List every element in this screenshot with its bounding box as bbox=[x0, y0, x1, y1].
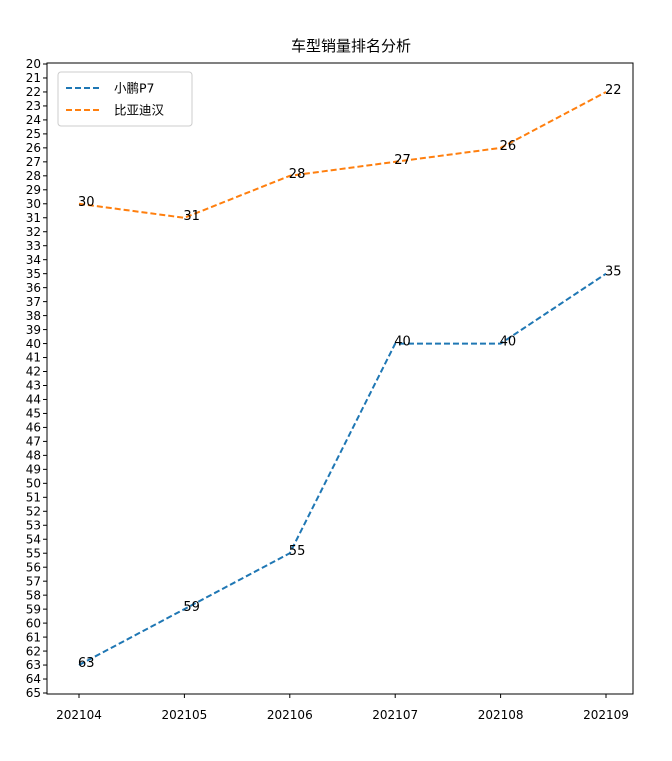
y-tick-label: 52 bbox=[26, 504, 41, 518]
y-tick-label: 49 bbox=[26, 463, 41, 477]
y-tick-label: 42 bbox=[26, 365, 41, 379]
y-tick-label: 30 bbox=[26, 197, 41, 211]
y-tick-label: 61 bbox=[26, 630, 41, 644]
y-tick-label: 57 bbox=[26, 574, 41, 588]
y-tick-label: 58 bbox=[26, 588, 41, 602]
data-label: 27 bbox=[394, 153, 411, 168]
legend: 小鹏P7 比亚迪汉 bbox=[57, 71, 193, 127]
y-tick-label: 62 bbox=[26, 644, 41, 658]
y-tick-label: 38 bbox=[26, 309, 41, 323]
x-tick-label: 202106 bbox=[267, 708, 313, 722]
y-tick-label: 55 bbox=[26, 546, 41, 560]
y-tick-label: 64 bbox=[26, 672, 41, 686]
y-tick-label: 36 bbox=[26, 281, 41, 295]
y-tick-label: 29 bbox=[26, 183, 41, 197]
y-tick-label: 23 bbox=[26, 99, 41, 113]
y-tick-label: 27 bbox=[26, 155, 41, 169]
y-tick-label: 63 bbox=[26, 658, 41, 672]
y-tick-label: 59 bbox=[26, 602, 41, 616]
data-label: 40 bbox=[500, 335, 517, 350]
y-tick-label: 31 bbox=[26, 211, 41, 225]
y-tick-label: 53 bbox=[26, 518, 41, 532]
y-tick-label: 56 bbox=[26, 560, 41, 574]
data-label: 40 bbox=[394, 335, 411, 350]
y-tick-label: 28 bbox=[26, 169, 41, 183]
y-tick-label: 40 bbox=[26, 337, 41, 351]
legend-box bbox=[57, 71, 193, 127]
series-line bbox=[78, 91, 607, 219]
x-tick-label: 202107 bbox=[372, 708, 418, 722]
x-tick-label: 202105 bbox=[161, 708, 207, 722]
series-2: 30 31 28 27 26 22 bbox=[78, 83, 622, 224]
y-tick-label: 54 bbox=[26, 532, 41, 546]
y-tick-label: 60 bbox=[26, 616, 41, 630]
y-tick-label: 47 bbox=[26, 435, 41, 449]
data-label: 35 bbox=[605, 265, 622, 280]
y-tick-label: 21 bbox=[26, 71, 41, 85]
y-tick-label: 24 bbox=[26, 113, 41, 127]
y-tick-label: 35 bbox=[26, 267, 41, 281]
data-label: 31 bbox=[183, 209, 200, 224]
y-tick-label: 43 bbox=[26, 379, 41, 393]
y-axis: 2021222324252627282930313233343536373839… bbox=[26, 57, 47, 700]
data-label: 22 bbox=[605, 83, 622, 98]
y-tick-label: 32 bbox=[26, 225, 41, 239]
y-tick-label: 51 bbox=[26, 491, 41, 505]
x-tick-label: 202108 bbox=[478, 708, 524, 722]
y-tick-label: 48 bbox=[26, 449, 41, 463]
y-tick-label: 26 bbox=[26, 141, 41, 155]
y-tick-label: 22 bbox=[26, 85, 41, 99]
y-tick-label: 65 bbox=[26, 686, 41, 700]
data-label: 59 bbox=[183, 600, 200, 615]
y-tick-label: 33 bbox=[26, 239, 41, 253]
y-tick-label: 37 bbox=[26, 295, 41, 309]
y-tick-label: 25 bbox=[26, 127, 41, 141]
y-tick-label: 20 bbox=[26, 57, 41, 71]
y-tick-label: 39 bbox=[26, 323, 41, 337]
y-tick-label: 41 bbox=[26, 351, 41, 365]
series-layer: 63 59 55 40 40 35 30 31 28 27 26 22 bbox=[78, 83, 622, 671]
y-tick-label: 46 bbox=[26, 421, 41, 435]
plot-frame bbox=[46, 62, 634, 695]
chart-title: 车型销量排名分析 bbox=[291, 37, 411, 55]
data-label: 63 bbox=[78, 656, 95, 671]
x-axis: 202104 202105 202106 202107 202108 202109 bbox=[56, 694, 629, 722]
y-tick-label: 45 bbox=[26, 407, 41, 421]
data-label: 55 bbox=[289, 544, 306, 559]
legend-label: 比亚迪汉 bbox=[114, 103, 165, 118]
y-tick-label: 44 bbox=[26, 393, 41, 407]
series-1: 63 59 55 40 40 35 bbox=[78, 265, 622, 671]
x-tick-label: 202109 bbox=[583, 708, 629, 722]
data-label: 28 bbox=[289, 167, 306, 182]
y-tick-label: 34 bbox=[26, 253, 41, 267]
data-label: 30 bbox=[78, 195, 95, 210]
data-label: 26 bbox=[500, 139, 517, 154]
series-line bbox=[78, 272, 607, 666]
legend-label: 小鹏P7 bbox=[114, 81, 155, 96]
y-tick-label: 50 bbox=[26, 477, 41, 491]
x-tick-label: 202104 bbox=[56, 708, 102, 722]
